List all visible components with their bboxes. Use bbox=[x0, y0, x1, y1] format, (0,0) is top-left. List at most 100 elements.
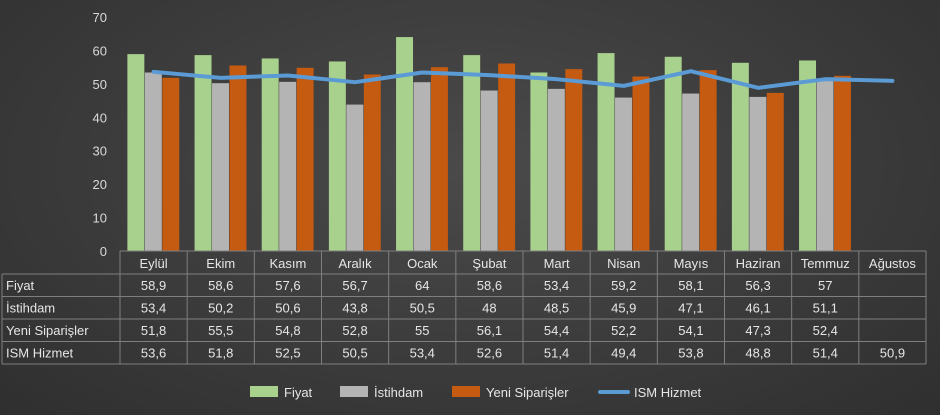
data-label-ism-hizmet-subat: 52,6 bbox=[477, 346, 502, 361]
bar-istihdam-mart bbox=[547, 88, 565, 252]
data-label-ism-hizmet-haziran: 48,8 bbox=[745, 346, 770, 361]
category-label-subat: Şubat bbox=[472, 256, 506, 271]
data-label-fiyat-ekim: 58,6 bbox=[208, 278, 233, 293]
data-label-yeni-siparisler-ocak: 55 bbox=[415, 323, 429, 338]
legend-label-istihdam: İstihdam bbox=[374, 385, 423, 400]
data-label-yeni-siparisler-aralik: 52,8 bbox=[342, 323, 367, 338]
data-label-yeni-siparisler-kasim: 54,8 bbox=[275, 323, 300, 338]
category-label-ekim: Ekim bbox=[206, 256, 235, 271]
bar-istihdam-haziran bbox=[749, 96, 767, 251]
bar-fiyat-mayis bbox=[664, 56, 682, 251]
data-label-istihdam-haziran: 46,1 bbox=[745, 301, 770, 316]
bar-istihdam-subat bbox=[480, 90, 498, 251]
data-label-istihdam-subat: 48 bbox=[482, 301, 496, 316]
bar-yeni-siparisler-ocak bbox=[430, 67, 448, 251]
data-label-istihdam-ocak: 50,5 bbox=[410, 301, 435, 316]
data-label-fiyat-aralik: 56,7 bbox=[342, 278, 367, 293]
data-label-istihdam-kasim: 50,6 bbox=[275, 301, 300, 316]
bar-fiyat-subat bbox=[463, 55, 481, 251]
data-label-ism-hizmet-ekim: 51,8 bbox=[208, 346, 233, 361]
data-label-yeni-siparisler-nisan: 52,2 bbox=[611, 323, 636, 338]
legend-swatch-yeni-siparisler bbox=[452, 386, 480, 397]
y-tick-label-50: 50 bbox=[93, 77, 107, 92]
data-label-fiyat-haziran: 56,3 bbox=[745, 278, 770, 293]
bar-fiyat-kasim bbox=[261, 58, 279, 252]
data-label-fiyat-eylul: 58,9 bbox=[141, 278, 166, 293]
data-label-yeni-siparisler-eylul: 51,8 bbox=[141, 323, 166, 338]
bar-fiyat-haziran bbox=[731, 62, 749, 251]
data-label-ism-hizmet-mayis: 53,8 bbox=[678, 346, 703, 361]
category-label-kasim: Kasım bbox=[269, 256, 306, 271]
data-label-istihdam-temmuz: 51,1 bbox=[813, 301, 838, 316]
legend-swatch-fiyat bbox=[250, 386, 278, 397]
bar-yeni-siparisler-haziran bbox=[766, 92, 784, 251]
bar-fiyat-ocak bbox=[396, 37, 414, 252]
table-row-label-istihdam: İstihdam bbox=[6, 301, 55, 316]
data-label-fiyat-kasim: 57,6 bbox=[275, 278, 300, 293]
data-label-fiyat-temmuz: 57 bbox=[818, 278, 832, 293]
data-label-ism-hizmet-kasim: 52,5 bbox=[275, 346, 300, 361]
bar-yeni-siparisler-mayis bbox=[699, 70, 717, 252]
data-label-fiyat-ocak: 64 bbox=[415, 278, 429, 293]
bar-istihdam-kasim bbox=[279, 81, 297, 251]
y-tick-label-70: 70 bbox=[93, 10, 107, 25]
data-label-yeni-siparisler-temmuz: 52,4 bbox=[813, 323, 838, 338]
data-label-yeni-siparisler-ekim: 55,5 bbox=[208, 323, 233, 338]
category-label-eylul: Eylül bbox=[139, 256, 167, 271]
data-label-fiyat-mayis: 58,1 bbox=[678, 278, 703, 293]
data-label-istihdam-nisan: 45,9 bbox=[611, 301, 636, 316]
category-label-mayis: Mayıs bbox=[674, 256, 709, 271]
y-tick-label-20: 20 bbox=[93, 177, 107, 192]
data-label-istihdam-ekim: 50,2 bbox=[208, 301, 233, 316]
category-label-aralik: Aralık bbox=[338, 256, 372, 271]
legend-label-fiyat: Fiyat bbox=[284, 385, 313, 400]
category-label-mart: Mart bbox=[544, 256, 570, 271]
bar-yeni-siparisler-ekim bbox=[229, 65, 247, 251]
bar-istihdam-aralik bbox=[346, 104, 364, 251]
category-label-temmuz: Temmuz bbox=[801, 256, 850, 271]
data-label-fiyat-nisan: 59,2 bbox=[611, 278, 636, 293]
data-label-ism-hizmet-aralik: 50,5 bbox=[342, 346, 367, 361]
data-label-yeni-siparisler-subat: 56,1 bbox=[477, 323, 502, 338]
bar-fiyat-temmuz bbox=[799, 60, 817, 252]
bar-istihdam-eylul bbox=[144, 72, 162, 252]
category-label-agustos: Ağustos bbox=[869, 256, 916, 271]
bar-istihdam-ocak bbox=[413, 82, 431, 251]
data-label-ism-hizmet-nisan: 49,4 bbox=[611, 346, 636, 361]
table-row-label-ism-hizmet: ISM Hizmet bbox=[6, 346, 74, 361]
data-label-fiyat-subat: 58,6 bbox=[477, 278, 502, 293]
bar-istihdam-ekim bbox=[212, 83, 229, 251]
data-label-istihdam-eylul: 53,4 bbox=[141, 301, 166, 316]
bar-fiyat-mart bbox=[530, 72, 548, 252]
data-label-istihdam-aralik: 43,8 bbox=[342, 301, 367, 316]
bar-istihdam-nisan bbox=[615, 97, 632, 251]
y-tick-label-10: 10 bbox=[93, 211, 107, 226]
bar-yeni-siparisler-nisan bbox=[632, 76, 650, 251]
data-label-ism-hizmet-mart: 51,4 bbox=[544, 346, 569, 361]
y-tick-label-40: 40 bbox=[93, 110, 107, 125]
legend-swatch-istihdam bbox=[340, 386, 368, 397]
bar-fiyat-aralik bbox=[328, 61, 346, 252]
y-tick-label-60: 60 bbox=[93, 43, 107, 58]
bar-yeni-siparisler-kasim bbox=[296, 67, 314, 251]
bar-yeni-siparisler-temmuz bbox=[833, 75, 851, 251]
data-label-ism-hizmet-ocak: 53,4 bbox=[410, 346, 435, 361]
data-label-ism-hizmet-temmuz: 51,4 bbox=[813, 346, 838, 361]
legend-label-ism-hizmet: ISM Hizmet bbox=[634, 385, 702, 400]
data-label-yeni-siparisler-mayis: 54,1 bbox=[678, 323, 703, 338]
bar-yeni-siparisler-aralik bbox=[363, 74, 381, 251]
category-label-nisan: Nisan bbox=[607, 256, 640, 271]
data-label-ism-hizmet-eylul: 53,6 bbox=[141, 346, 166, 361]
table-row-label-yeni-siparisler: Yeni Siparişler bbox=[6, 323, 89, 338]
data-label-fiyat-mart: 53,4 bbox=[544, 278, 569, 293]
data-label-yeni-siparisler-haziran: 47,3 bbox=[745, 323, 770, 338]
bar-fiyat-nisan bbox=[597, 53, 615, 251]
bar-fiyat-ekim bbox=[194, 55, 212, 251]
bar-fiyat-eylul bbox=[127, 54, 145, 251]
data-label-istihdam-mart: 48,5 bbox=[544, 301, 569, 316]
bar-yeni-siparisler-eylul bbox=[162, 77, 180, 251]
y-tick-label-0: 0 bbox=[100, 244, 107, 259]
bar-yeni-siparisler-subat bbox=[498, 63, 516, 251]
